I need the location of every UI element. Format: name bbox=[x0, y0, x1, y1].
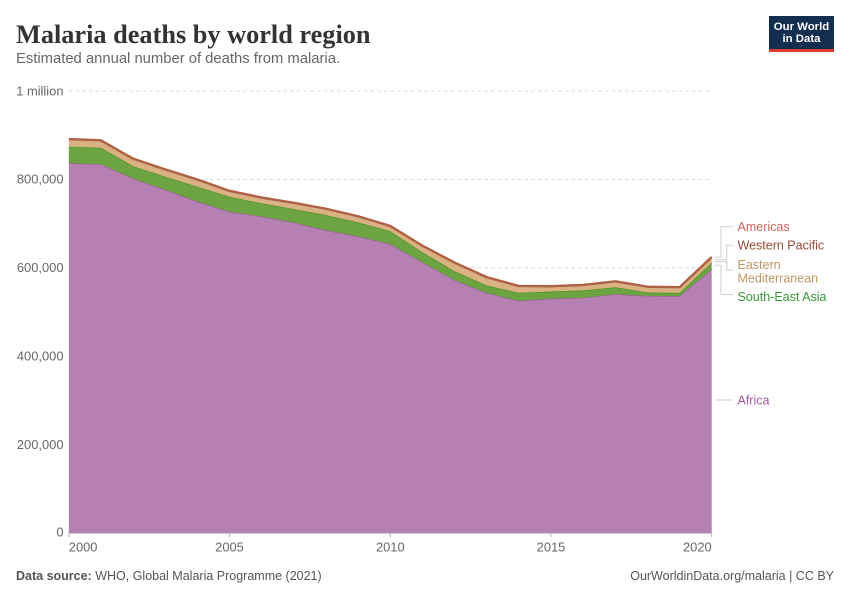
svg-text:Americas: Americas bbox=[738, 220, 790, 234]
svg-text:Western Pacific: Western Pacific bbox=[738, 239, 825, 253]
svg-text:800,000: 800,000 bbox=[17, 172, 64, 187]
svg-text:0: 0 bbox=[56, 524, 63, 539]
svg-text:400,000: 400,000 bbox=[17, 349, 64, 364]
svg-text:2000: 2000 bbox=[69, 540, 98, 555]
svg-text:2010: 2010 bbox=[376, 540, 405, 555]
svg-text:200,000: 200,000 bbox=[17, 437, 64, 452]
svg-text:2015: 2015 bbox=[537, 540, 566, 555]
svg-text:Mediterranean: Mediterranean bbox=[738, 272, 819, 286]
svg-text:South-East Asia: South-East Asia bbox=[738, 290, 827, 304]
svg-text:1 million: 1 million bbox=[16, 83, 63, 98]
svg-text:Eastern: Eastern bbox=[738, 258, 781, 272]
svg-text:600,000: 600,000 bbox=[17, 260, 64, 275]
svg-text:2020: 2020 bbox=[683, 540, 712, 555]
svg-text:2005: 2005 bbox=[215, 540, 244, 555]
svg-text:Africa: Africa bbox=[738, 393, 770, 407]
